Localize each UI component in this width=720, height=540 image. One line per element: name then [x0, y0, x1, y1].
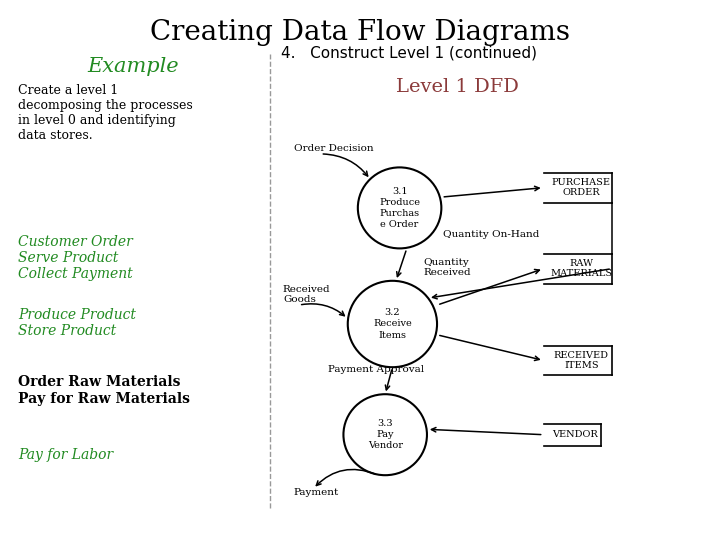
Text: RAW
MATERIALS: RAW MATERIALS — [550, 259, 612, 278]
Text: 3.2
Receive
Items: 3.2 Receive Items — [373, 308, 412, 340]
Text: RECEIVED
ITEMS: RECEIVED ITEMS — [554, 351, 608, 370]
Text: Quantity
Received: Quantity Received — [423, 258, 471, 277]
Text: 3.3
Pay
Vendor: 3.3 Pay Vendor — [368, 419, 402, 450]
Text: Order Raw Materials
Pay for Raw Materials: Order Raw Materials Pay for Raw Material… — [18, 375, 190, 406]
Text: Produce Product
Store Product: Produce Product Store Product — [18, 308, 136, 338]
Text: Pay for Labor: Pay for Labor — [18, 448, 113, 462]
Text: Creating Data Flow Diagrams: Creating Data Flow Diagrams — [150, 19, 570, 46]
Text: PURCHASE
ORDER: PURCHASE ORDER — [552, 178, 611, 197]
Text: Create a level 1
decomposing the processes
in level 0 and identifying
data store: Create a level 1 decomposing the process… — [18, 84, 193, 141]
Text: Customer Order
Serve Product
Collect Payment: Customer Order Serve Product Collect Pay… — [18, 235, 132, 281]
Text: Received
Goods: Received Goods — [283, 285, 330, 304]
Text: Payment: Payment — [294, 488, 339, 497]
Text: 4.   Construct Level 1 (continued): 4. Construct Level 1 (continued) — [281, 46, 537, 61]
Text: Order Decision: Order Decision — [294, 144, 374, 153]
Text: Quantity On-Hand: Quantity On-Hand — [443, 231, 539, 239]
Text: Example: Example — [87, 57, 179, 76]
Text: Payment Approval: Payment Approval — [328, 366, 424, 374]
Text: VENDOR: VENDOR — [552, 430, 598, 439]
Text: Level 1 DFD: Level 1 DFD — [396, 78, 518, 96]
Text: 3.1
Produce
Purchas
e Order: 3.1 Produce Purchas e Order — [379, 187, 420, 229]
